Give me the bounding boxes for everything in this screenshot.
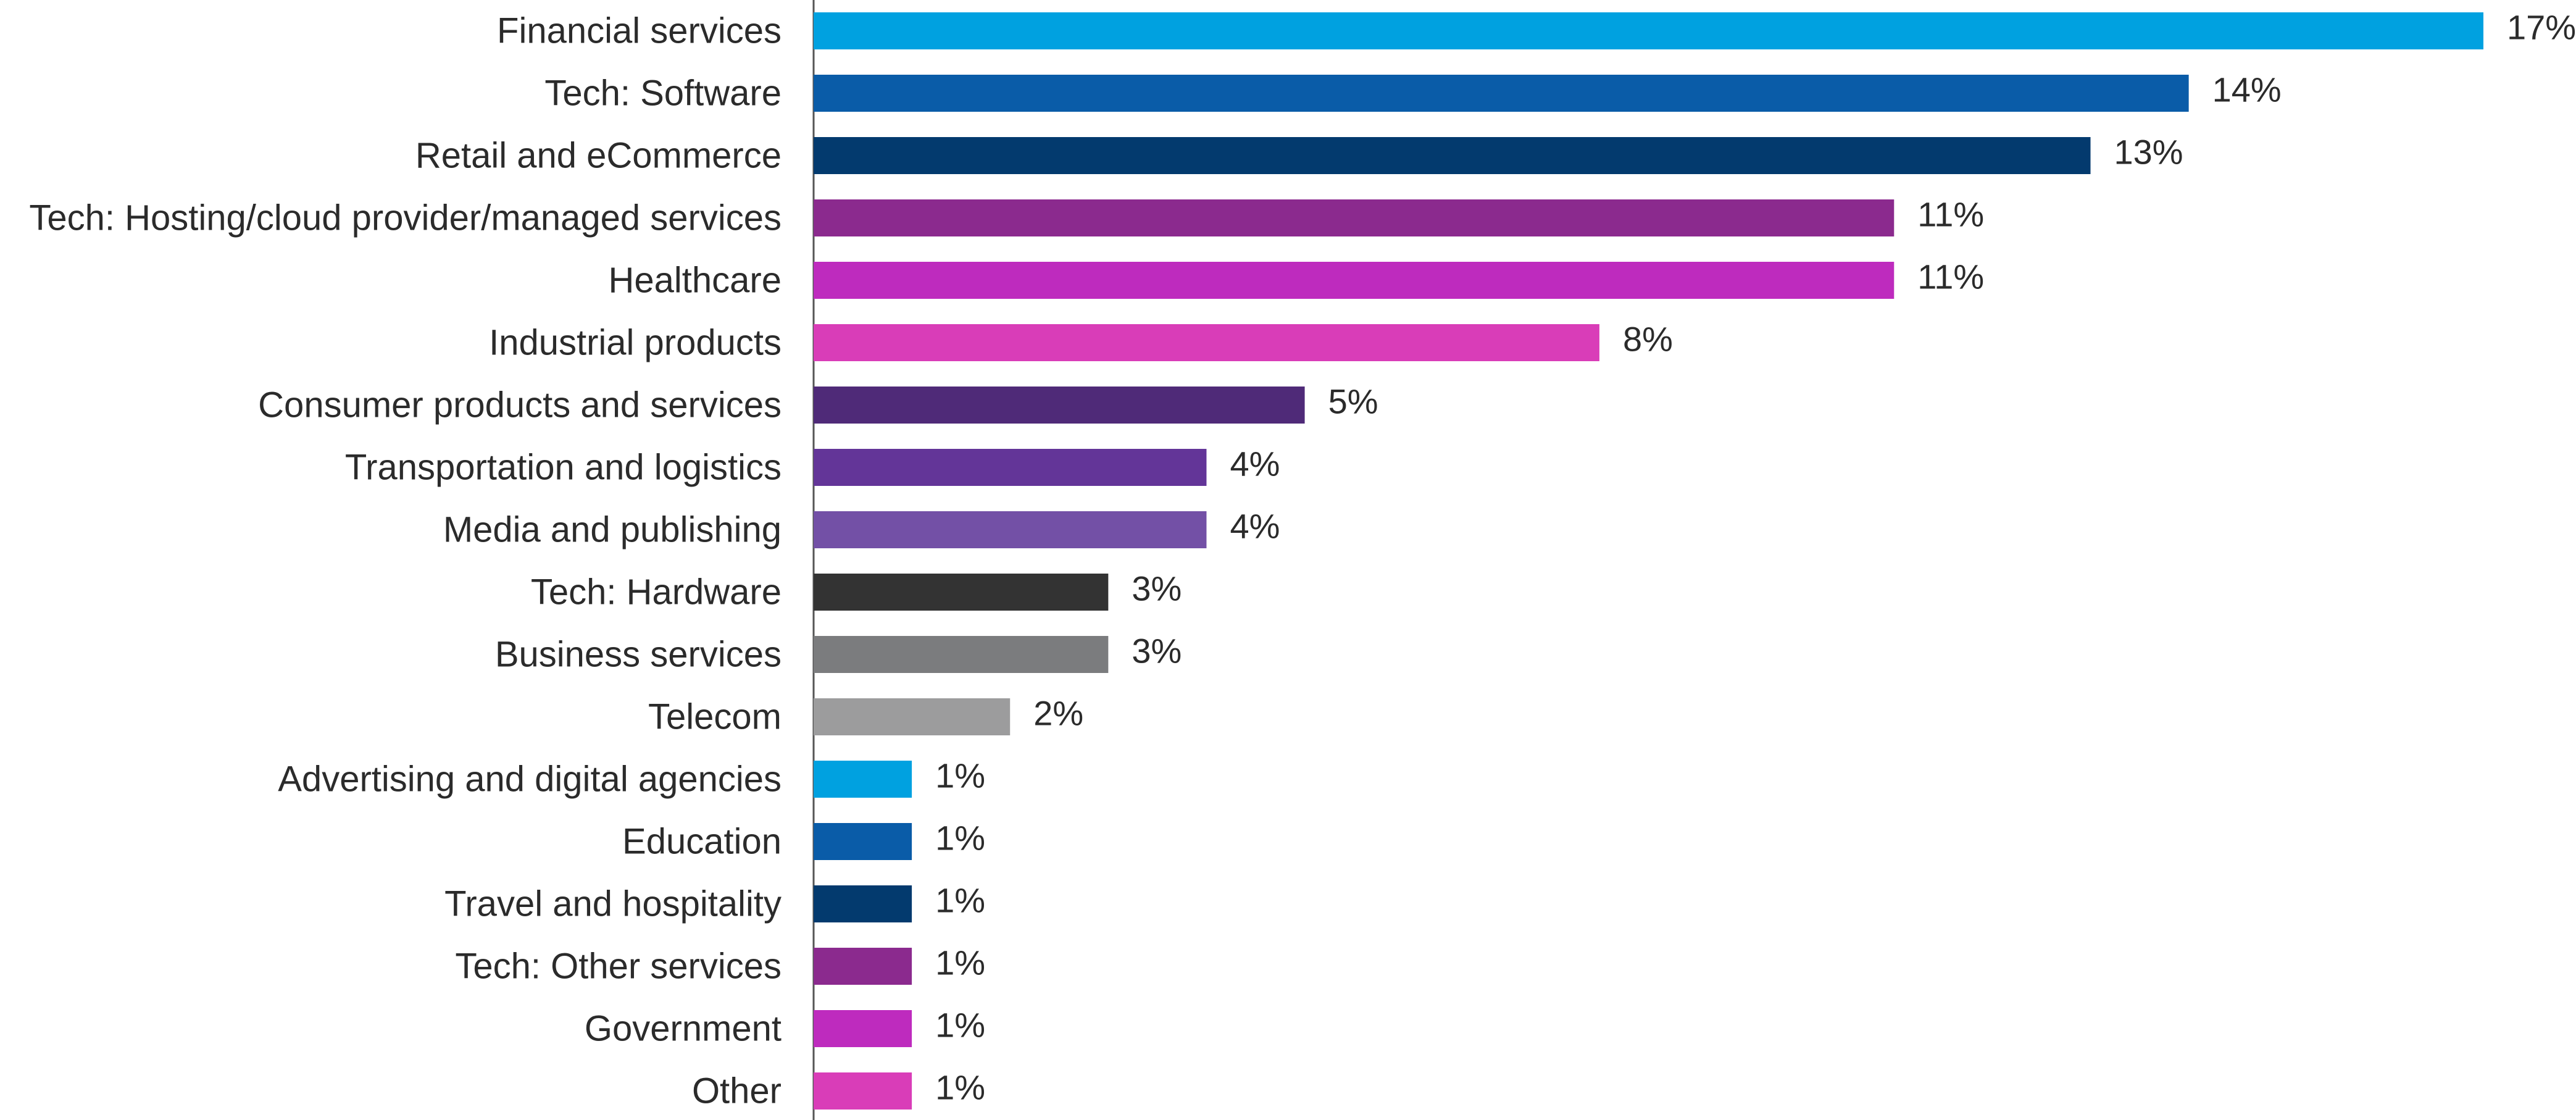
- category-label: Financial services: [497, 11, 782, 51]
- category-label: Tech: Hardware: [531, 572, 782, 612]
- bar: [814, 449, 1207, 486]
- bar: [814, 199, 1894, 236]
- category-label: Tech: Hosting/cloud provider/managed ser…: [29, 198, 782, 238]
- bar: [814, 1072, 912, 1110]
- bar: [814, 823, 912, 860]
- bar: [814, 761, 912, 798]
- category-label: Government: [585, 1009, 782, 1049]
- category-label: Other: [692, 1071, 782, 1111]
- value-label: 1%: [935, 943, 985, 982]
- value-label: 2%: [1033, 694, 1083, 733]
- category-label: Tech: Software: [544, 73, 782, 114]
- value-label: 1%: [935, 819, 985, 858]
- value-label: 4%: [1230, 507, 1280, 546]
- bar: [814, 75, 2189, 112]
- value-label: 8%: [1623, 320, 1673, 359]
- category-label: Industrial products: [489, 323, 782, 363]
- bar: [814, 1010, 912, 1047]
- bar: [814, 636, 1109, 673]
- category-label: Advertising and digital agencies: [278, 759, 782, 800]
- value-label: 13%: [2114, 133, 2183, 172]
- value-label: 11%: [1917, 195, 1984, 234]
- category-label: Telecom: [648, 697, 782, 737]
- bar: [814, 698, 1011, 735]
- value-label: 3%: [1132, 569, 1182, 608]
- bars-group: [814, 12, 2483, 1110]
- value-label: 11%: [1917, 257, 1984, 296]
- category-label: Healthcare: [609, 261, 782, 301]
- value-label: 1%: [935, 1006, 985, 1045]
- bar: [814, 948, 912, 985]
- bar: [814, 137, 2091, 174]
- category-label: Retail and eCommerce: [415, 136, 782, 176]
- value-label: 14%: [2212, 70, 2282, 109]
- bar: [814, 574, 1109, 611]
- category-label: Consumer products and services: [258, 385, 782, 425]
- value-label: 5%: [1328, 382, 1378, 421]
- category-label: Education: [622, 822, 782, 862]
- bar: [814, 12, 2483, 49]
- category-label: Business services: [495, 635, 782, 675]
- bar: [814, 511, 1207, 548]
- value-label: 1%: [935, 881, 985, 920]
- value-label: 1%: [935, 756, 985, 795]
- category-labels-group: Financial services Tech: Software Retail a…: [29, 11, 782, 1111]
- bar: [814, 262, 1894, 299]
- value-labels-group: 17% 14% 13% 11% 11% 8% 5% 4% 4% 3% 3% 2% 1% 1% 1% 1% 1% 1…: [935, 8, 2576, 1107]
- category-label: Travel and hospitality: [444, 884, 782, 924]
- value-label: 4%: [1230, 445, 1280, 483]
- value-label: 3%: [1132, 632, 1182, 671]
- bar: [814, 387, 1305, 424]
- category-label: Media and publishing: [443, 510, 782, 550]
- value-label: 17%: [2507, 8, 2576, 47]
- value-label: 1%: [935, 1068, 985, 1107]
- category-label: Tech: Other services: [455, 947, 782, 987]
- bar: [814, 324, 1599, 361]
- category-label: Transportation and logistics: [345, 448, 782, 488]
- bar: [814, 885, 912, 922]
